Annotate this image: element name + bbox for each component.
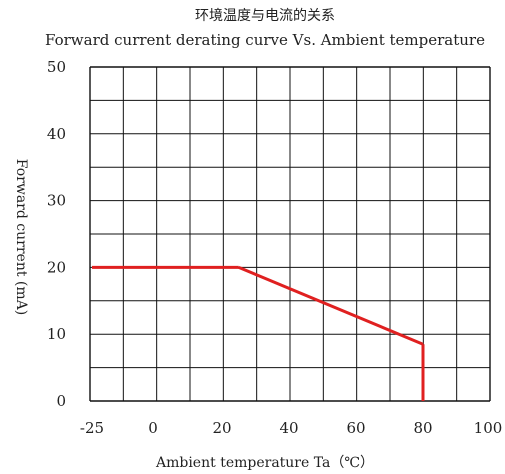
y-axis-label: Forward current (mA) [13, 159, 29, 315]
y-tick-label: 50 [47, 58, 66, 76]
x-tick-label: 40 [279, 419, 298, 437]
y-tick-label: 0 [56, 392, 66, 410]
y-tick-label: 20 [47, 258, 66, 276]
plot-grid [89, 66, 491, 402]
x-tick-label: -25 [80, 419, 104, 437]
x-tick-label: 0 [148, 419, 158, 437]
y-tick-label: 40 [47, 125, 66, 143]
x-tick-label: 60 [346, 419, 365, 437]
series-layer [91, 265, 425, 402]
x-axis-label: Ambient temperature Ta（℃） [155, 455, 374, 471]
chart-subtitle: Forward current derating curve Vs. Ambie… [45, 31, 485, 49]
x-tick-label: 100 [474, 419, 503, 437]
y-tick-label: 10 [47, 325, 66, 343]
x-tick-label: 20 [212, 419, 231, 437]
chart-title: 环境温度与电流的关系 [195, 8, 335, 24]
y-axis-ticks: 0 10 20 30 40 50 [47, 58, 66, 410]
derating-curve-segment [238, 266, 424, 346]
x-axis-ticks: -25 0 20 40 60 80 100 [80, 419, 502, 437]
y-tick-label: 30 [47, 192, 66, 210]
x-tick-label: 80 [413, 419, 432, 437]
